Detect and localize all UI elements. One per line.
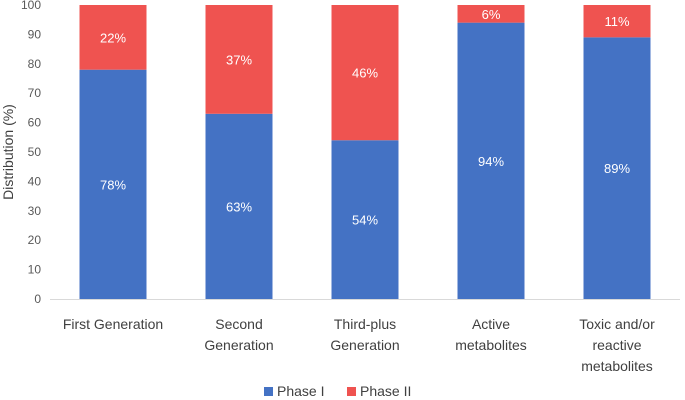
y-axis: 0 10 20 30 40 50 60 70 80 90 100: [21, 0, 680, 306]
data-labels: 78% 22% 63% 37% 54% 46% 94% 6% 89% 11%: [100, 7, 630, 228]
data-label: 22%: [100, 30, 126, 45]
y-tick-label: 100: [21, 0, 41, 12]
data-label: 78%: [100, 177, 126, 192]
category-label: First Generation: [63, 316, 163, 332]
y-tick-label: 20: [28, 233, 42, 247]
data-label: 94%: [478, 154, 504, 169]
data-label: 89%: [604, 161, 630, 176]
y-tick-label: 60: [28, 116, 42, 130]
legend-label: Phase I: [277, 383, 324, 399]
y-tick-label: 30: [28, 204, 42, 218]
legend-swatch: [347, 387, 356, 396]
y-tick-label: 10: [28, 263, 42, 277]
bar-phase-2: [457, 5, 525, 23]
bar-phase-1: [79, 69, 147, 300]
data-label: 46%: [352, 66, 378, 81]
category-label: Generation: [330, 337, 399, 353]
category-label: metabolites: [455, 337, 527, 353]
bar-phase-2: [583, 5, 651, 38]
y-tick-label: 0: [34, 292, 41, 306]
y-tick-label: 70: [28, 86, 42, 100]
category-label: Active: [472, 316, 510, 332]
y-tick-label: 90: [28, 27, 42, 41]
bar-phase-2: [79, 5, 147, 70]
category-label: reactive: [592, 337, 641, 353]
y-tick-label: 50: [28, 145, 42, 159]
data-label: 37%: [226, 52, 252, 67]
bar-phase-1: [331, 140, 399, 299]
data-label: 11%: [604, 14, 629, 29]
data-label: 54%: [352, 213, 378, 228]
category-label: Toxic and/or: [579, 316, 655, 332]
y-tick-label: 80: [28, 57, 42, 71]
data-label: 6%: [482, 7, 501, 22]
category-label: Generation: [204, 337, 273, 353]
y-tick-label: 40: [28, 174, 42, 188]
bar-phase-2: [331, 5, 399, 141]
y-axis-title: Distribution (%): [0, 104, 16, 200]
bar-phase-2: [205, 5, 273, 114]
x-axis-categories: First Generation Second Generation Third-pl…: [63, 316, 655, 374]
legend: Phase I Phase II: [264, 383, 411, 399]
legend-label: Phase II: [360, 383, 411, 399]
category-label: Second: [215, 316, 262, 332]
bar-phase-1: [205, 113, 273, 299]
bar-phase-1: [457, 22, 525, 299]
legend-swatch: [264, 387, 273, 396]
data-label: 63%: [226, 199, 252, 214]
bars: [79, 5, 651, 300]
category-label: Third-plus: [334, 316, 396, 332]
category-label: metabolites: [581, 358, 653, 374]
bar-phase-1: [583, 37, 651, 300]
